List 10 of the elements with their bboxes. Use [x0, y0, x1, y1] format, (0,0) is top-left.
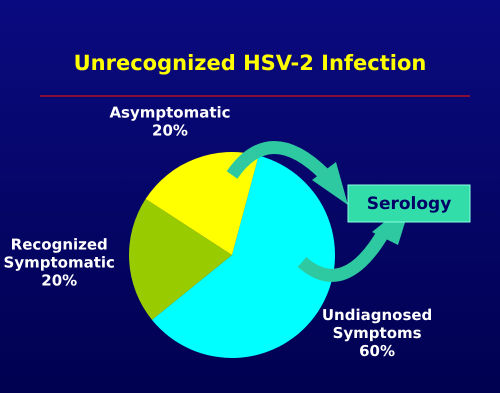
slice-label: Asymptomatic: [109, 104, 231, 122]
chart-title: Unrecognized HSV-2 Infection: [74, 51, 426, 75]
data-label: 60%: [359, 342, 396, 360]
slice-label: Undiagnosed Symptoms: [322, 306, 432, 342]
slice-label: Recognized Symptomatic: [4, 235, 115, 272]
pie-slice: [146, 152, 259, 255]
data-label: 20%: [152, 122, 188, 140]
text: Serology: [366, 194, 452, 214]
data-label: 20%: [41, 271, 78, 290]
pie-slice: [129, 198, 232, 320]
